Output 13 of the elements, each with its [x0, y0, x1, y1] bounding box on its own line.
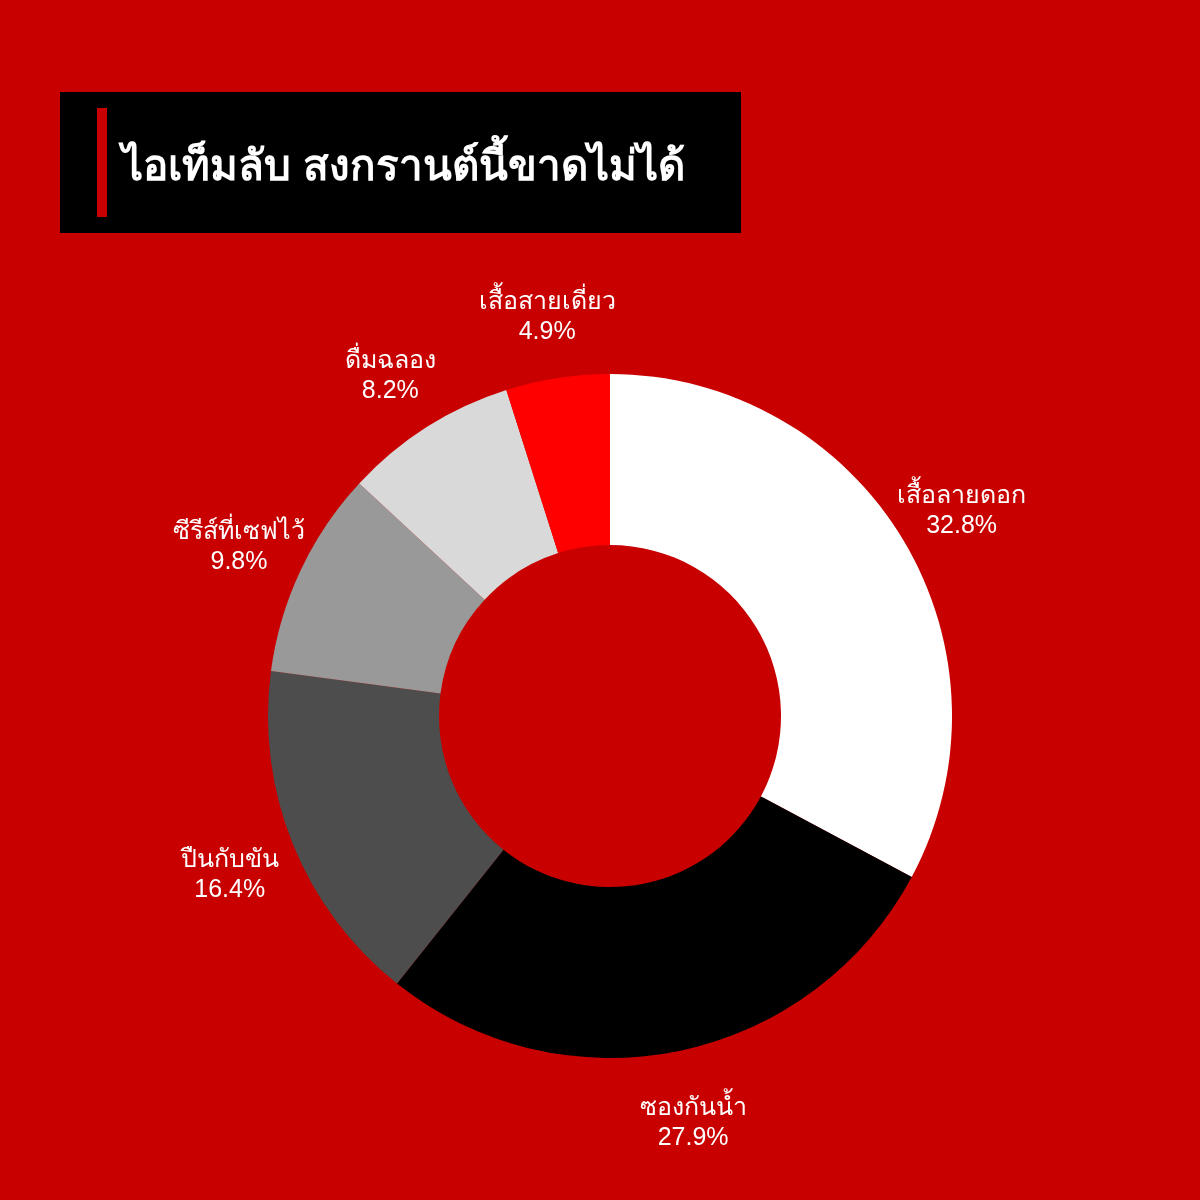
data-label: 4.9% [518, 315, 576, 344]
slice-label: เสื้อลายดอก [897, 476, 1027, 509]
slice-label: ดื่มฉลอง [344, 341, 436, 373]
slice-label: เสื้อสายเดี่ยว [478, 281, 616, 314]
chart-title: ไอเท็มลับ สงกรานต์นี้ขาดไม่ได้ [118, 134, 685, 189]
slice-label: ปืนกับขัน [179, 844, 279, 873]
data-label: 27.9% [657, 1122, 729, 1151]
data-label: 16.4% [194, 874, 266, 903]
slice-label: ซีรีส์ที่เซฟไว้ [173, 513, 306, 545]
data-label: 8.2% [361, 374, 419, 403]
slice-label: ซองกันน้ำ [639, 1088, 747, 1121]
data-label: 9.8% [210, 546, 268, 575]
data-label: 32.8% [926, 510, 998, 539]
